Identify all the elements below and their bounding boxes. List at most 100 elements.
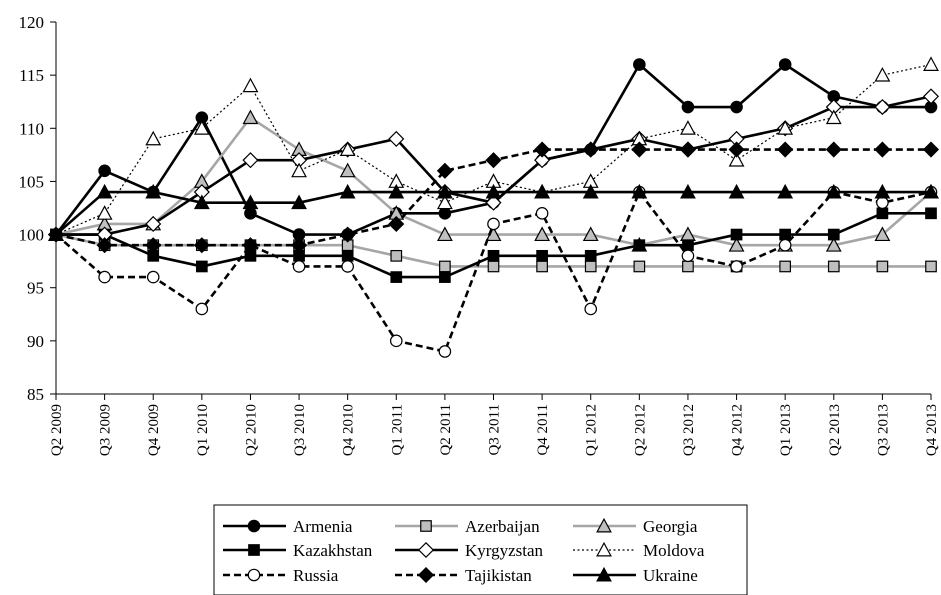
data-point xyxy=(633,260,646,273)
data-point xyxy=(582,141,599,158)
legend-marker xyxy=(247,568,261,582)
data-point xyxy=(534,141,551,158)
legend-label: Armenia xyxy=(293,517,353,536)
data-point xyxy=(778,238,792,252)
legend-marker xyxy=(417,566,435,584)
data-point xyxy=(680,183,696,199)
x-tick-label: Q4 2011 xyxy=(535,404,551,456)
data-point xyxy=(96,237,113,254)
data-point xyxy=(679,141,696,158)
legend-marker xyxy=(417,541,435,559)
data-point xyxy=(631,183,648,199)
data-point xyxy=(341,260,354,273)
data-point xyxy=(876,260,889,273)
legend-label: Russia xyxy=(293,566,339,585)
data-point xyxy=(438,345,452,358)
data-point xyxy=(339,162,356,178)
data-point xyxy=(436,194,453,210)
data-point xyxy=(436,183,453,199)
data-point xyxy=(390,249,403,262)
data-point xyxy=(584,302,598,316)
data-point xyxy=(438,207,452,220)
data-point xyxy=(98,270,111,284)
x-tick-label: Q1 2011 xyxy=(389,404,405,456)
data-point xyxy=(436,162,453,179)
data-point xyxy=(778,58,792,71)
legend-marker xyxy=(596,517,612,533)
legend-marker xyxy=(596,541,612,557)
legend-item-moldova: Moldova xyxy=(573,541,705,560)
x-tick-label: Q2 2012 xyxy=(632,404,648,456)
data-point xyxy=(728,141,745,158)
data-point xyxy=(874,141,891,158)
y-axis: 85 90 95 100 105 110 115 120 xyxy=(19,13,57,404)
data-point xyxy=(242,152,259,169)
data-point xyxy=(827,228,840,241)
x-tick-label: Q4 2013 xyxy=(924,404,940,456)
y-tick-label: 90 xyxy=(27,332,44,351)
data-point xyxy=(925,207,937,220)
data-point xyxy=(195,260,208,273)
legend-item-azerbaijan: Azerbaijan xyxy=(395,517,540,536)
x-tick-label: Q1 2010 xyxy=(195,404,211,456)
data-point xyxy=(242,237,259,254)
data-point xyxy=(874,66,891,82)
x-tick-label: Q3 2010 xyxy=(292,404,308,456)
data-point xyxy=(485,194,502,211)
x-tick-label: Q3 2011 xyxy=(487,404,503,456)
legend-label: Azerbaijan xyxy=(465,517,540,536)
data-point xyxy=(582,183,599,199)
data-point xyxy=(825,183,842,199)
x-tick-label: Q1 2012 xyxy=(584,404,600,456)
data-point xyxy=(145,130,162,146)
series-ukraine xyxy=(48,183,939,242)
data-point xyxy=(779,260,792,273)
data-point xyxy=(584,260,597,273)
data-point xyxy=(535,207,549,220)
data-point xyxy=(145,237,162,254)
data-point xyxy=(631,141,648,158)
data-point xyxy=(536,260,548,273)
data-point xyxy=(339,183,356,199)
legend-label: Kyrgyzstan xyxy=(465,541,544,560)
data-point xyxy=(536,249,548,262)
data-point xyxy=(48,226,64,242)
data-point xyxy=(825,141,842,158)
data-point xyxy=(390,271,403,283)
data-point xyxy=(680,120,696,135)
data-point xyxy=(145,183,162,199)
x-tick-label: Q4 2012 xyxy=(730,404,746,456)
data-point xyxy=(439,260,451,273)
data-point xyxy=(242,109,259,125)
data-point xyxy=(680,226,696,242)
x-tick-label: Q3 2009 xyxy=(98,404,114,456)
data-point xyxy=(291,162,307,178)
data-point xyxy=(777,120,794,135)
data-point xyxy=(389,334,403,348)
data-point xyxy=(777,141,794,158)
y-tick-label: 100 xyxy=(19,226,45,245)
data-point xyxy=(96,205,113,220)
legend: Armenia Azerbaijan Georgia Kazakhstan Kyrgyz… xyxy=(213,504,748,595)
data-point xyxy=(439,271,451,283)
data-point xyxy=(388,183,405,199)
legend-label: Tajikistan xyxy=(465,566,532,585)
legend-marker xyxy=(420,520,432,532)
data-point xyxy=(341,249,354,262)
data-point xyxy=(193,120,210,135)
legend-item-armenia: Armenia xyxy=(223,517,353,536)
data-point xyxy=(485,152,502,169)
legend-item-kazakhstan: Kazakhstan xyxy=(223,541,373,560)
y-tick-label: 105 xyxy=(19,172,45,191)
series-georgia xyxy=(48,109,939,252)
series-layer xyxy=(47,56,940,358)
data-point xyxy=(292,260,306,273)
data-point xyxy=(339,226,356,243)
data-point xyxy=(728,152,745,167)
data-point xyxy=(436,226,453,242)
data-point xyxy=(730,260,743,273)
data-point xyxy=(485,183,502,199)
series-moldova xyxy=(48,56,939,242)
legend-item-kyrgyzstan: Kyrgyzstan xyxy=(395,541,544,560)
